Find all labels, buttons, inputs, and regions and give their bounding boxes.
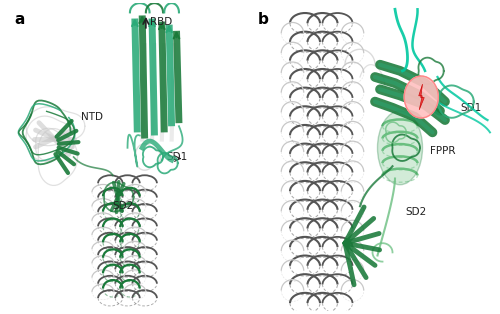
Polygon shape	[419, 84, 424, 110]
Text: a: a	[15, 12, 25, 27]
Text: NTD: NTD	[81, 112, 103, 122]
Text: b: b	[258, 12, 268, 27]
Text: SD1: SD1	[460, 103, 481, 113]
Text: SD2: SD2	[113, 201, 134, 211]
Text: FPPR: FPPR	[430, 146, 456, 156]
Circle shape	[404, 76, 438, 118]
Text: SD1: SD1	[166, 152, 188, 162]
Text: RBD: RBD	[150, 17, 172, 27]
Text: SD2: SD2	[405, 207, 426, 217]
Ellipse shape	[378, 111, 422, 185]
